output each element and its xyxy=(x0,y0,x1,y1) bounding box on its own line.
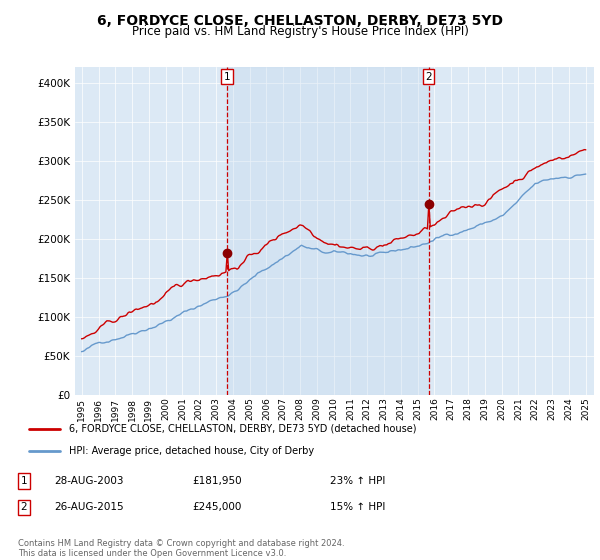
Text: 23% ↑ HPI: 23% ↑ HPI xyxy=(330,476,385,486)
Text: £181,950: £181,950 xyxy=(192,476,242,486)
Text: Contains HM Land Registry data © Crown copyright and database right 2024.: Contains HM Land Registry data © Crown c… xyxy=(18,539,344,548)
Text: 6, FORDYCE CLOSE, CHELLASTON, DERBY, DE73 5YD (detached house): 6, FORDYCE CLOSE, CHELLASTON, DERBY, DE7… xyxy=(69,424,416,434)
Text: 1: 1 xyxy=(20,476,28,486)
Text: This data is licensed under the Open Government Licence v3.0.: This data is licensed under the Open Gov… xyxy=(18,549,286,558)
Text: 15% ↑ HPI: 15% ↑ HPI xyxy=(330,502,385,512)
Text: 2: 2 xyxy=(425,72,432,82)
Text: Price paid vs. HM Land Registry's House Price Index (HPI): Price paid vs. HM Land Registry's House … xyxy=(131,25,469,38)
Text: 6, FORDYCE CLOSE, CHELLASTON, DERBY, DE73 5YD: 6, FORDYCE CLOSE, CHELLASTON, DERBY, DE7… xyxy=(97,14,503,28)
Bar xyxy=(227,67,428,395)
Text: 1: 1 xyxy=(224,72,230,82)
Text: HPI: Average price, detached house, City of Derby: HPI: Average price, detached house, City… xyxy=(69,446,314,455)
Text: 2: 2 xyxy=(20,502,28,512)
Text: 26-AUG-2015: 26-AUG-2015 xyxy=(54,502,124,512)
Text: £245,000: £245,000 xyxy=(192,502,241,512)
Text: 28-AUG-2003: 28-AUG-2003 xyxy=(54,476,124,486)
